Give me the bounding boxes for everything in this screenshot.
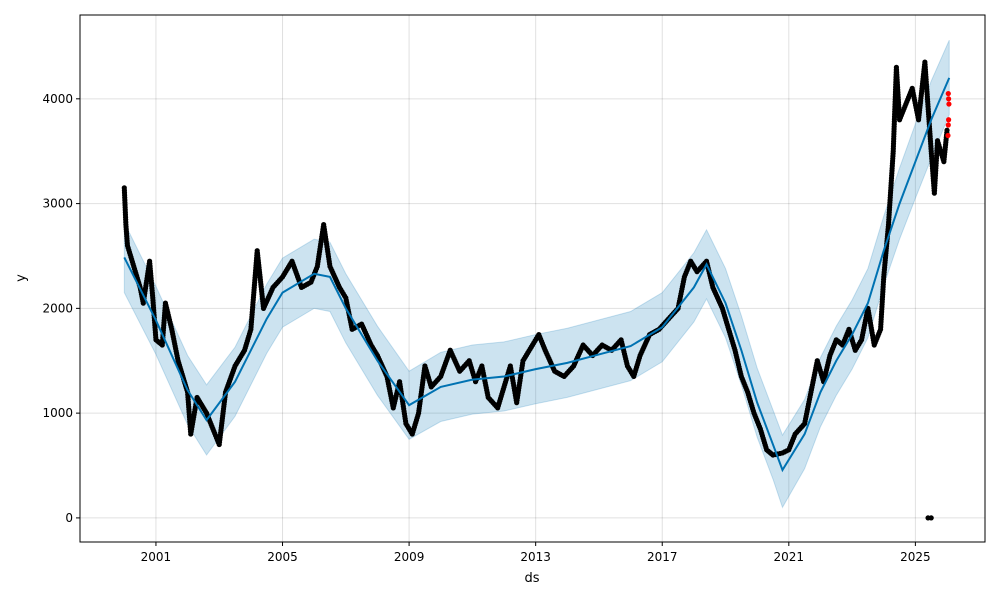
x-tick-label: 2025: [900, 550, 931, 564]
y-tick-label: 3000: [42, 197, 73, 211]
yhat-line: [123, 77, 951, 473]
x-axis-ticks: 2001 2005 2009 2013 2017 2021 2025: [141, 542, 931, 564]
x-tick-label: 2013: [520, 550, 551, 564]
plot-frame: [79, 14, 986, 543]
y-axis-label: y: [14, 274, 29, 282]
highlighted-point: [945, 132, 951, 139]
x-axis-label: ds: [524, 571, 539, 586]
observed-points: [121, 59, 950, 521]
y-tick-label: 4000: [42, 92, 73, 106]
highlighted-point: [946, 117, 952, 123]
y-axis-ticks: 0 1000 2000 3000 4000: [42, 92, 80, 525]
grid: [80, 15, 985, 542]
highlighted-point: [946, 96, 952, 102]
x-tick-label: 2001: [141, 550, 172, 564]
x-tick-label: 2009: [394, 550, 425, 564]
observed-outlier-point: [928, 515, 934, 521]
x-tick-label: 2021: [774, 550, 805, 564]
y-tick-label: 0: [65, 511, 73, 525]
highlighted-point: [945, 122, 951, 128]
y-tick-label: 2000: [42, 301, 73, 315]
highlighted-point: [946, 101, 952, 107]
highlighted-points: [945, 90, 952, 139]
y-tick-label: 1000: [42, 406, 73, 420]
interval-area: [123, 39, 950, 509]
x-tick-label: 2017: [647, 550, 678, 564]
x-tick-label: 2005: [267, 550, 298, 564]
forecast-line: [123, 77, 951, 473]
observed-point: [944, 127, 950, 133]
uncertainty-interval: [123, 39, 950, 509]
highlighted-point: [945, 90, 951, 97]
